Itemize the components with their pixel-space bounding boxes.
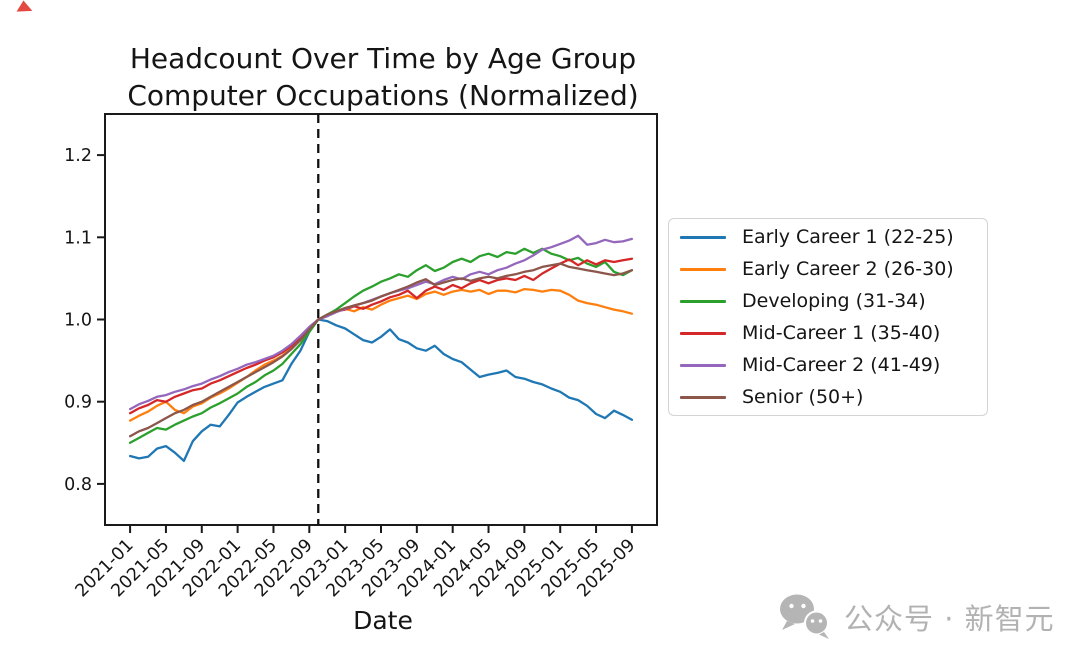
legend-line-sample bbox=[680, 299, 726, 303]
legend-item: Mid-Career 2 (41-49) bbox=[669, 349, 987, 381]
chart-title-line1: Headcount Over Time by Age Group bbox=[129, 42, 637, 75]
legend-line-sample bbox=[680, 331, 726, 335]
y-tick-label: 0.9 bbox=[64, 393, 92, 413]
x-axis-label: Date bbox=[353, 606, 413, 635]
legend-label: Mid-Career 2 (41-49) bbox=[742, 354, 941, 376]
wechat-icon bbox=[780, 594, 829, 639]
legend-item: Early Career 2 (26-30) bbox=[669, 253, 987, 285]
legend-label: Mid-Career 1 (35-40) bbox=[742, 322, 941, 344]
legend-item: Early Career 1 (22-25) bbox=[669, 221, 987, 253]
legend-item: Mid-Career 1 (35-40) bbox=[669, 317, 987, 349]
legend-item: Developing (31-34) bbox=[669, 285, 987, 317]
series-line-mid-career-1-35-40- bbox=[128, 257, 634, 415]
legend-line-sample bbox=[680, 267, 726, 271]
series-line-mid-career-2-41-49- bbox=[128, 234, 634, 411]
y-tick-label: 1.0 bbox=[64, 311, 92, 331]
y-tick-label: 0.8 bbox=[64, 475, 92, 495]
watermark: 公众号 · 新智元 bbox=[778, 592, 1055, 642]
series-line-early-career-1-22-25- bbox=[128, 318, 634, 463]
legend-box: Early Career 1 (22-25) Early Career 2 (26… bbox=[668, 218, 988, 416]
axes-frame bbox=[104, 113, 658, 526]
legend-item: Senior (50+) bbox=[669, 381, 987, 413]
legend-label: Early Career 1 (22-25) bbox=[742, 226, 954, 248]
legend-line-sample bbox=[680, 363, 726, 367]
watermark-text: 公众号 · 新智元 bbox=[844, 602, 1055, 636]
series-line-developing-31-34- bbox=[128, 247, 634, 444]
chart-title: Headcount Over Time by Age Group Compute… bbox=[103, 40, 663, 114]
series-line-senior-50- bbox=[128, 262, 634, 438]
y-tick-label: 1.1 bbox=[64, 228, 92, 248]
legend-label: Developing (31-34) bbox=[742, 290, 926, 312]
y-tick-label: 1.2 bbox=[64, 146, 92, 166]
legend-label: Early Career 2 (26-30) bbox=[742, 258, 954, 280]
legend-label: Senior (50+) bbox=[742, 386, 864, 408]
legend-line-sample bbox=[680, 395, 726, 399]
chart-title-line2: Computer Occupations (Normalized) bbox=[127, 79, 639, 112]
legend-line-sample bbox=[680, 235, 726, 239]
